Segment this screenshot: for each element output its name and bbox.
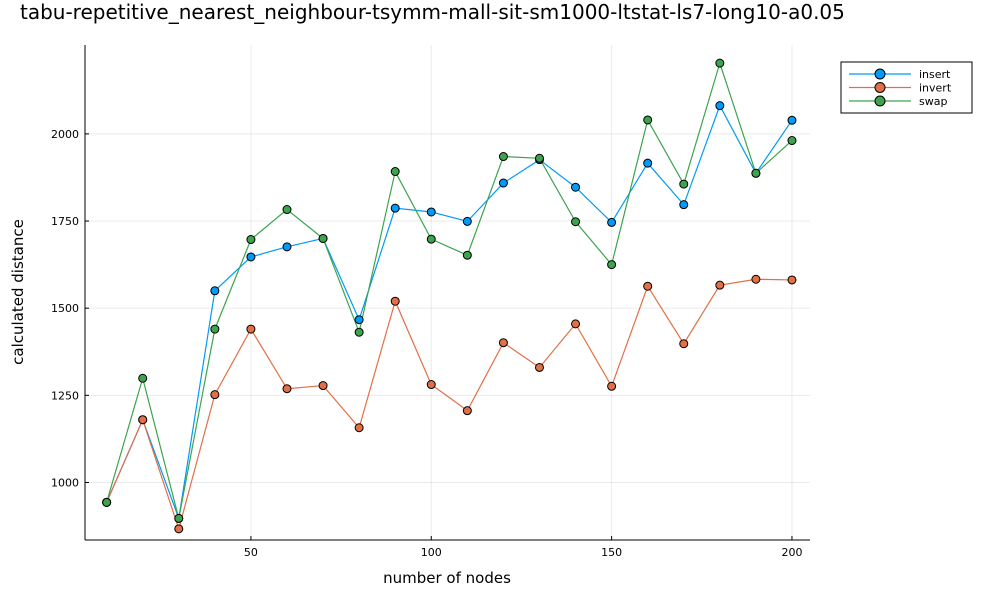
data-point-swap — [571, 217, 581, 227]
data-point-insert — [282, 242, 292, 252]
data-point-insert — [571, 182, 581, 192]
data-point-invert — [354, 423, 364, 433]
data-point-invert — [607, 381, 617, 391]
legend-label-swap: swap — [919, 95, 947, 108]
data-point-invert — [498, 338, 508, 348]
data-point-insert — [462, 216, 472, 226]
x-tick-label: 100 — [421, 546, 442, 559]
data-point-invert — [715, 280, 725, 290]
grid-layer — [85, 45, 810, 540]
data-point-swap — [498, 152, 508, 162]
y-axis-label: calculated distance — [9, 219, 27, 365]
series-line-invert — [106, 278, 792, 531]
data-point-swap — [282, 205, 292, 215]
data-point-swap — [679, 179, 689, 189]
data-point-invert — [679, 339, 689, 349]
data-point-insert — [210, 286, 220, 296]
data-point-swap — [138, 373, 148, 383]
data-point-invert — [571, 319, 581, 329]
data-point-insert — [607, 217, 617, 227]
data-point-swap — [607, 260, 617, 270]
data-point-insert — [787, 115, 797, 125]
data-point-swap — [354, 327, 364, 337]
y-tick-label: 1500 — [51, 302, 79, 315]
data-point-invert — [534, 362, 544, 372]
data-point-insert — [354, 315, 364, 325]
y-tick-label: 1000 — [51, 476, 79, 489]
data-point-invert — [282, 384, 292, 394]
data-point-insert — [679, 200, 689, 210]
x-tick-label: 50 — [244, 546, 258, 559]
data-point-invert — [390, 296, 400, 306]
x-tick-label: 150 — [601, 546, 622, 559]
y-tick-label: 1750 — [51, 215, 79, 228]
legend-marker-insert — [874, 68, 886, 80]
data-point-swap — [787, 136, 797, 146]
data-point-insert — [390, 203, 400, 213]
data-point-insert — [643, 158, 653, 168]
data-point-swap — [462, 250, 472, 260]
legend-label-invert: invert — [919, 82, 952, 95]
data-point-invert — [751, 274, 761, 284]
data-point-invert — [210, 390, 220, 400]
data-point-swap — [426, 234, 436, 244]
data-point-swap — [751, 168, 761, 178]
x-axis-label: number of nodes — [383, 569, 511, 587]
legend-marker-invert — [874, 82, 886, 93]
data-point-invert — [174, 524, 184, 534]
data-point-invert — [246, 324, 256, 334]
y-tick-label: 2000 — [51, 128, 79, 141]
y-tick-label: 1250 — [51, 389, 79, 402]
data-point-insert — [715, 101, 725, 111]
data-point-swap — [210, 324, 220, 334]
data-point-insert — [426, 207, 436, 217]
data-point-insert — [246, 252, 256, 262]
data-point-invert — [462, 406, 472, 416]
data-point-swap — [390, 167, 400, 177]
data-point-invert — [787, 275, 797, 285]
data-point-swap — [246, 235, 256, 245]
data-point-swap — [174, 513, 184, 523]
data-point-invert — [138, 415, 148, 425]
data-point-swap — [715, 58, 725, 68]
series-line-swap — [106, 61, 793, 519]
data-point-invert — [643, 281, 653, 291]
data-point-insert — [498, 178, 508, 188]
series-layer — [102, 58, 797, 534]
data-point-invert — [318, 381, 328, 391]
data-point-invert — [426, 380, 436, 390]
data-point-swap — [102, 497, 112, 507]
series-line-insert — [106, 104, 793, 521]
axis-layer: 50 100 150 200 1000 1250 1500 1750 2000 — [51, 45, 810, 559]
legend-label-insert: insert — [919, 68, 951, 81]
data-point-swap — [318, 233, 328, 243]
legend-marker-swap — [874, 95, 886, 107]
data-point-swap — [643, 115, 653, 125]
chart-title: tabu-repetitive_nearest_neighbour-tsymm-… — [20, 0, 845, 24]
data-point-swap — [534, 153, 544, 163]
x-tick-label: 200 — [781, 546, 802, 559]
